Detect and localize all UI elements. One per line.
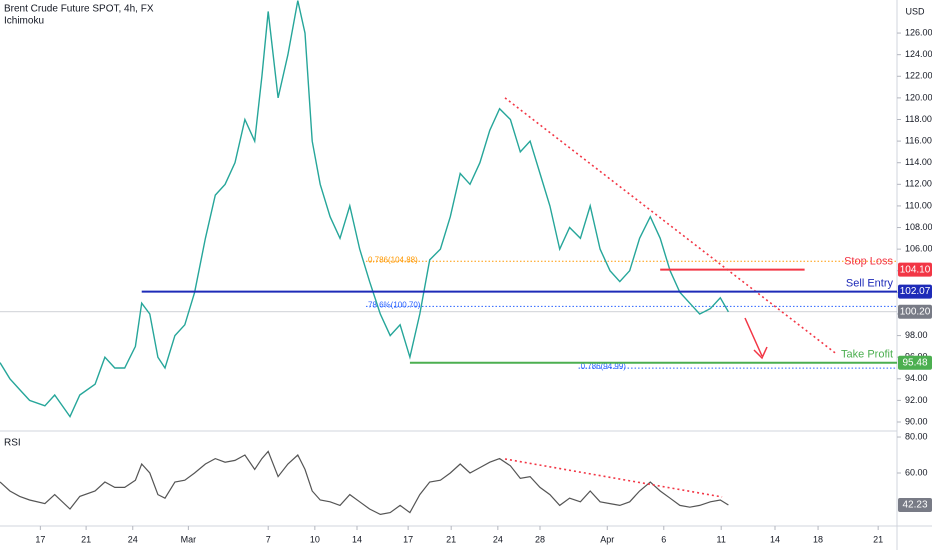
y-tick-label: 120.00 <box>905 92 932 102</box>
y-tick-label: 90.00 <box>905 416 928 426</box>
x-tick-label: 7 <box>266 534 271 544</box>
trade-level-name: Stop Loss <box>844 256 893 268</box>
x-tick-label: 28 <box>535 534 545 544</box>
fib-label: 78.6%(100.70) <box>368 301 421 310</box>
y-tick-label: 116.00 <box>905 135 932 145</box>
rsi-line <box>0 450 729 516</box>
y-tick-label: 114.00 <box>905 157 932 167</box>
indicator-name: Ichimoku <box>4 16 44 27</box>
price-badge-label: 95.48 <box>902 357 927 368</box>
price-badge-label: 100.20 <box>900 306 931 317</box>
x-tick-label: 17 <box>35 534 45 544</box>
x-tick-label: 21 <box>446 534 456 544</box>
y-tick-label: 122.00 <box>905 71 932 81</box>
x-tick-label: 21 <box>873 534 883 544</box>
y-tick-label: 106.00 <box>905 244 932 254</box>
y-tick-label: 126.00 <box>905 27 932 37</box>
price-badge-label: 42.23 <box>902 500 927 511</box>
x-tick-label: Apr <box>600 534 614 544</box>
price-badge <box>898 497 932 512</box>
price-badge-label: 102.07 <box>900 286 931 297</box>
y-tick-label: 110.00 <box>905 200 932 210</box>
y-tick-label: 94.00 <box>905 373 928 383</box>
x-tick-label: 24 <box>493 534 503 544</box>
price-badge <box>898 262 932 277</box>
price-badge <box>898 355 932 370</box>
fib-label: 0.786(94.99) <box>581 362 627 371</box>
y-tick-label: 108.00 <box>905 222 932 232</box>
x-tick-label: Mar <box>181 534 197 544</box>
y-tick-label: 92.00 <box>905 395 928 405</box>
chart-title: Brent Crude Future SPOT, 4h, FX <box>4 4 154 15</box>
y-tick-label: 112.00 <box>905 179 932 189</box>
x-tick-label: 24 <box>128 534 138 544</box>
x-tick-label: 14 <box>352 534 362 544</box>
trade-level-name: Take Profit <box>841 349 893 361</box>
rsi-title: RSI <box>4 438 21 449</box>
x-tick-label: 11 <box>717 534 726 544</box>
x-tick-label: 17 <box>403 534 413 544</box>
fib-label: 0.786(104.88) <box>368 255 418 264</box>
y-tick-label: 118.00 <box>905 114 932 124</box>
price-badge-label: 104.10 <box>900 264 931 275</box>
y-tick-label: 60.00 <box>905 467 928 477</box>
x-tick-label: 21 <box>81 534 91 544</box>
x-tick-label: 14 <box>770 534 780 544</box>
price-line <box>0 0 730 418</box>
x-tick-label: 18 <box>813 534 823 544</box>
price-badge <box>898 304 932 319</box>
trend-line <box>504 458 723 498</box>
y-tick-label: 98.00 <box>905 330 928 340</box>
projection-arrow <box>744 317 768 360</box>
x-tick-label: 6 <box>661 534 666 544</box>
trade-level-name: Sell Entry <box>846 278 894 290</box>
price-badge <box>898 284 932 299</box>
y-tick-label: 124.00 <box>905 49 932 59</box>
x-tick-label: 10 <box>310 534 320 544</box>
currency-label: USD <box>905 6 925 16</box>
y-tick-label: 80.00 <box>905 431 928 441</box>
